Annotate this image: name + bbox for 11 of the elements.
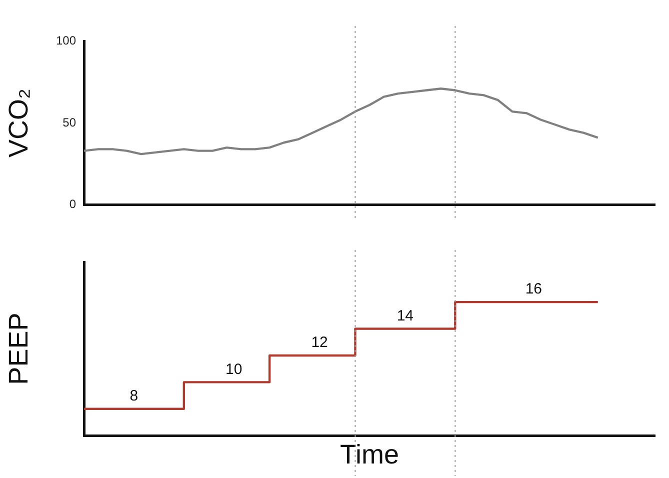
- y-tick-label: 0: [69, 197, 76, 212]
- data-label: 16: [525, 280, 542, 298]
- data-label: 10: [226, 360, 242, 378]
- y-tick-label: 100: [56, 34, 76, 48]
- data-label: 8: [130, 388, 138, 405]
- y-tick-label: 50: [62, 115, 76, 130]
- y-axis-title: VCO₂: [4, 88, 34, 158]
- x-axis-title: Time: [340, 439, 399, 470]
- y-axis-title: PEEP: [4, 312, 34, 385]
- data-label: 14: [396, 307, 414, 324]
- data-label: 12: [311, 334, 328, 352]
